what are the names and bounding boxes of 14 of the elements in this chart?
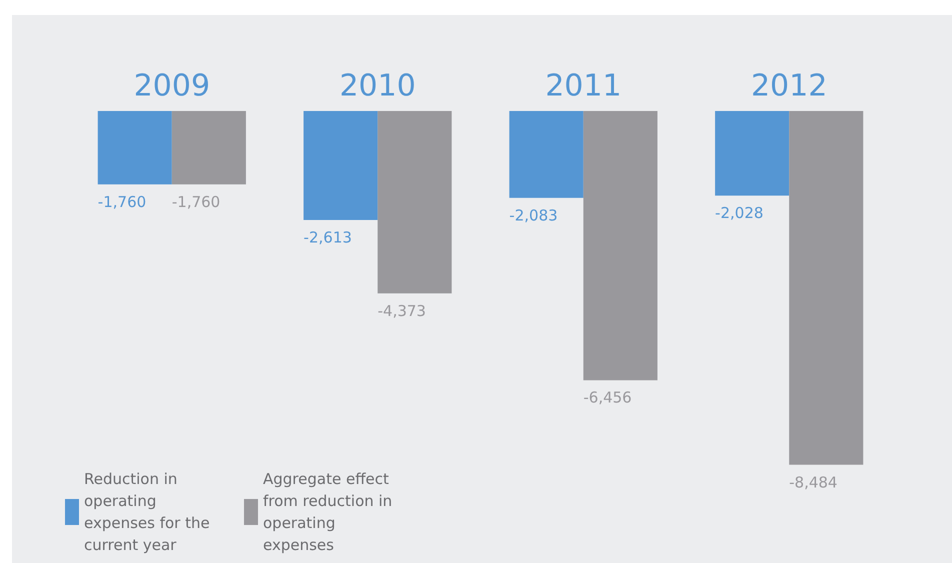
data-label: -1,760	[172, 192, 220, 211]
data-label: -6,456	[583, 388, 632, 407]
legend-label: Aggregate effect from reduction in operating expenses	[263, 470, 397, 554]
data-label: -2,613	[304, 228, 352, 246]
x-tick-label: 2009	[134, 68, 210, 104]
data-label: -4,373	[378, 302, 426, 320]
x-tick-label: 2011	[545, 68, 622, 104]
legend-label: Reduction in operating expenses for the current year	[84, 470, 215, 554]
data-label: -8,484	[789, 473, 838, 492]
data-label: -1,760	[98, 192, 146, 211]
x-tick-label: 2010	[339, 68, 416, 104]
x-tick-label: 2012	[750, 68, 828, 104]
data-label: -2,028	[715, 204, 764, 222]
data-label: -2,083	[509, 206, 558, 224]
